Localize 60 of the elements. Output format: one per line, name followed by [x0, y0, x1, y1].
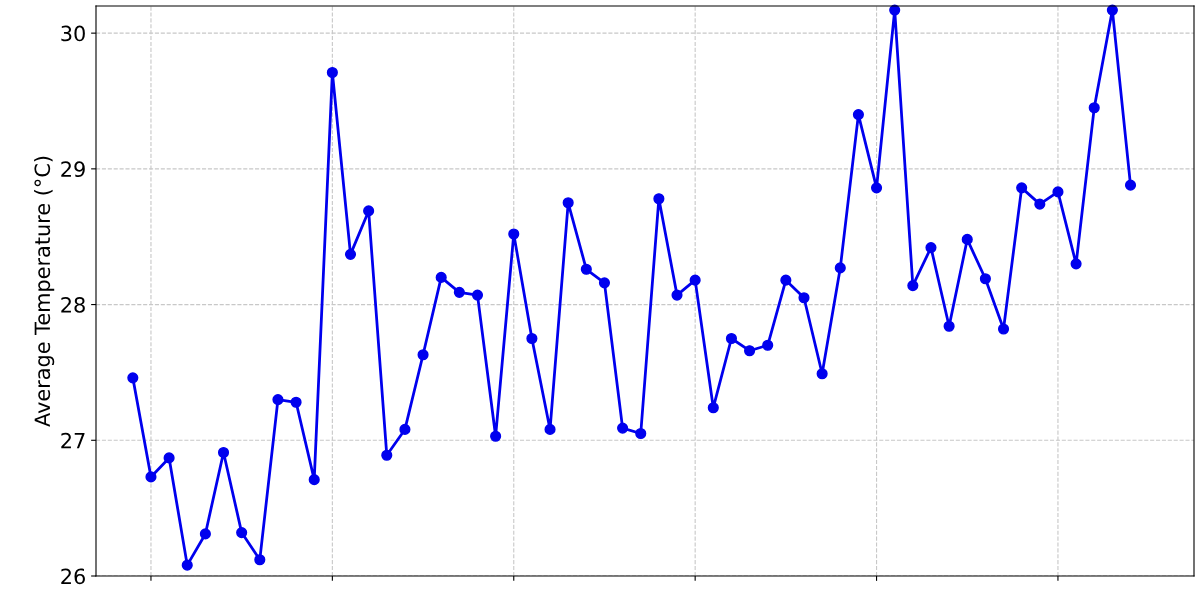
point [598, 277, 611, 289]
y-tick-label: 27 [61, 432, 85, 449]
point [272, 394, 284, 406]
point [435, 271, 447, 283]
point [816, 368, 828, 380]
point [762, 339, 774, 351]
point [1034, 198, 1046, 210]
y-tick-label: 28 [61, 297, 85, 313]
point [1088, 102, 1100, 114]
point [907, 280, 919, 292]
point [635, 427, 647, 440]
point [236, 527, 248, 539]
point [308, 474, 320, 486]
y-tick-label: 26 [61, 568, 85, 585]
point [344, 248, 357, 260]
point [1016, 182, 1028, 194]
point [617, 422, 629, 434]
point [254, 554, 266, 566]
point [181, 559, 193, 571]
point [707, 402, 719, 414]
point [725, 332, 737, 345]
point [290, 396, 302, 408]
point [997, 323, 1010, 335]
point [526, 332, 538, 345]
point [689, 274, 701, 286]
point [780, 274, 792, 286]
point [199, 528, 211, 540]
point [744, 345, 756, 357]
point [490, 430, 502, 442]
point [580, 263, 592, 275]
point [979, 273, 991, 285]
point [562, 197, 574, 209]
point [399, 423, 411, 435]
point [363, 205, 375, 217]
point [943, 320, 955, 332]
point [453, 286, 465, 298]
point [508, 228, 520, 240]
point [127, 372, 139, 384]
point [925, 242, 937, 254]
point [145, 471, 157, 483]
point [417, 349, 429, 361]
point [1124, 179, 1137, 191]
y-tick-label: 30 [61, 25, 85, 42]
y-tick-label: 29 [61, 161, 85, 178]
point [653, 193, 665, 205]
point [326, 66, 338, 79]
y-axis-title: Average Temperature (°C) [34, 156, 55, 427]
point [163, 452, 175, 464]
point [870, 182, 883, 194]
point [834, 262, 846, 274]
point [671, 289, 683, 301]
point [471, 289, 484, 301]
point [1070, 258, 1082, 270]
point [217, 446, 230, 459]
point [381, 449, 393, 461]
point [798, 292, 810, 304]
point [1052, 186, 1064, 198]
point [852, 109, 864, 121]
point [961, 233, 973, 245]
point [544, 423, 556, 435]
